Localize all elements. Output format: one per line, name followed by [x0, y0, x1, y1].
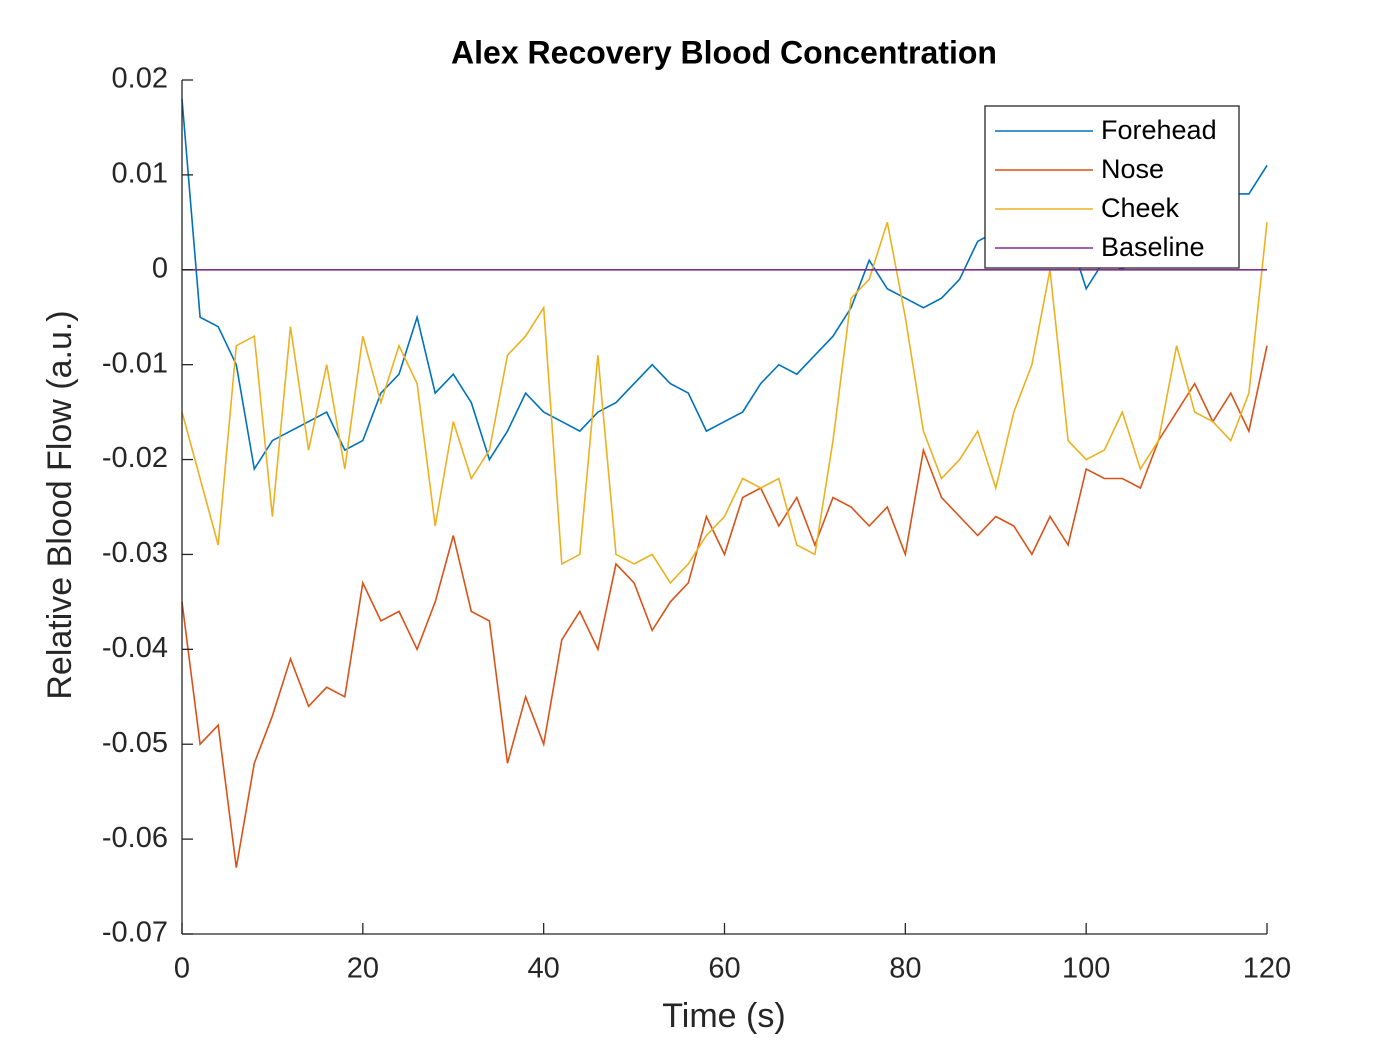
x-tick-label: 20 — [347, 953, 379, 985]
x-axis-label: Time (s) — [662, 997, 785, 1035]
y-tick-label: -0.04 — [102, 632, 168, 664]
chart-title: Alex Recovery Blood Concentration — [451, 34, 997, 70]
y-tick-label: -0.07 — [102, 917, 168, 949]
series-line — [181, 222, 1268, 585]
legend-box — [984, 105, 1240, 269]
series-line — [181, 345, 1268, 868]
y-tick-label: -0.06 — [102, 822, 168, 854]
y-tick-label: -0.03 — [102, 537, 168, 569]
legend-label: Forehead — [1101, 115, 1217, 145]
x-tick-label: 100 — [1062, 953, 1110, 985]
x-tick-label: 80 — [889, 953, 921, 985]
x-tick-label: 120 — [1243, 953, 1291, 985]
y-tick-label: 0 — [152, 252, 168, 284]
y-axis-label: Relative Blood Flow (a.u.) — [41, 310, 79, 699]
y-tick-label: -0.05 — [102, 727, 168, 759]
x-tick-label: 0 — [174, 953, 190, 985]
y-tick-label: 0.02 — [112, 63, 168, 95]
legend-label: Cheek — [1101, 193, 1180, 223]
x-tick-label: 40 — [528, 953, 560, 985]
x-tick-label: 60 — [708, 953, 740, 985]
y-tick-label: 0.01 — [112, 158, 168, 190]
y-tick-label: -0.01 — [102, 347, 168, 379]
legend-label: Baseline — [1101, 232, 1205, 262]
series-line — [181, 98, 1268, 472]
legend-label: Nose — [1101, 154, 1164, 184]
y-tick-label: -0.02 — [102, 442, 168, 474]
